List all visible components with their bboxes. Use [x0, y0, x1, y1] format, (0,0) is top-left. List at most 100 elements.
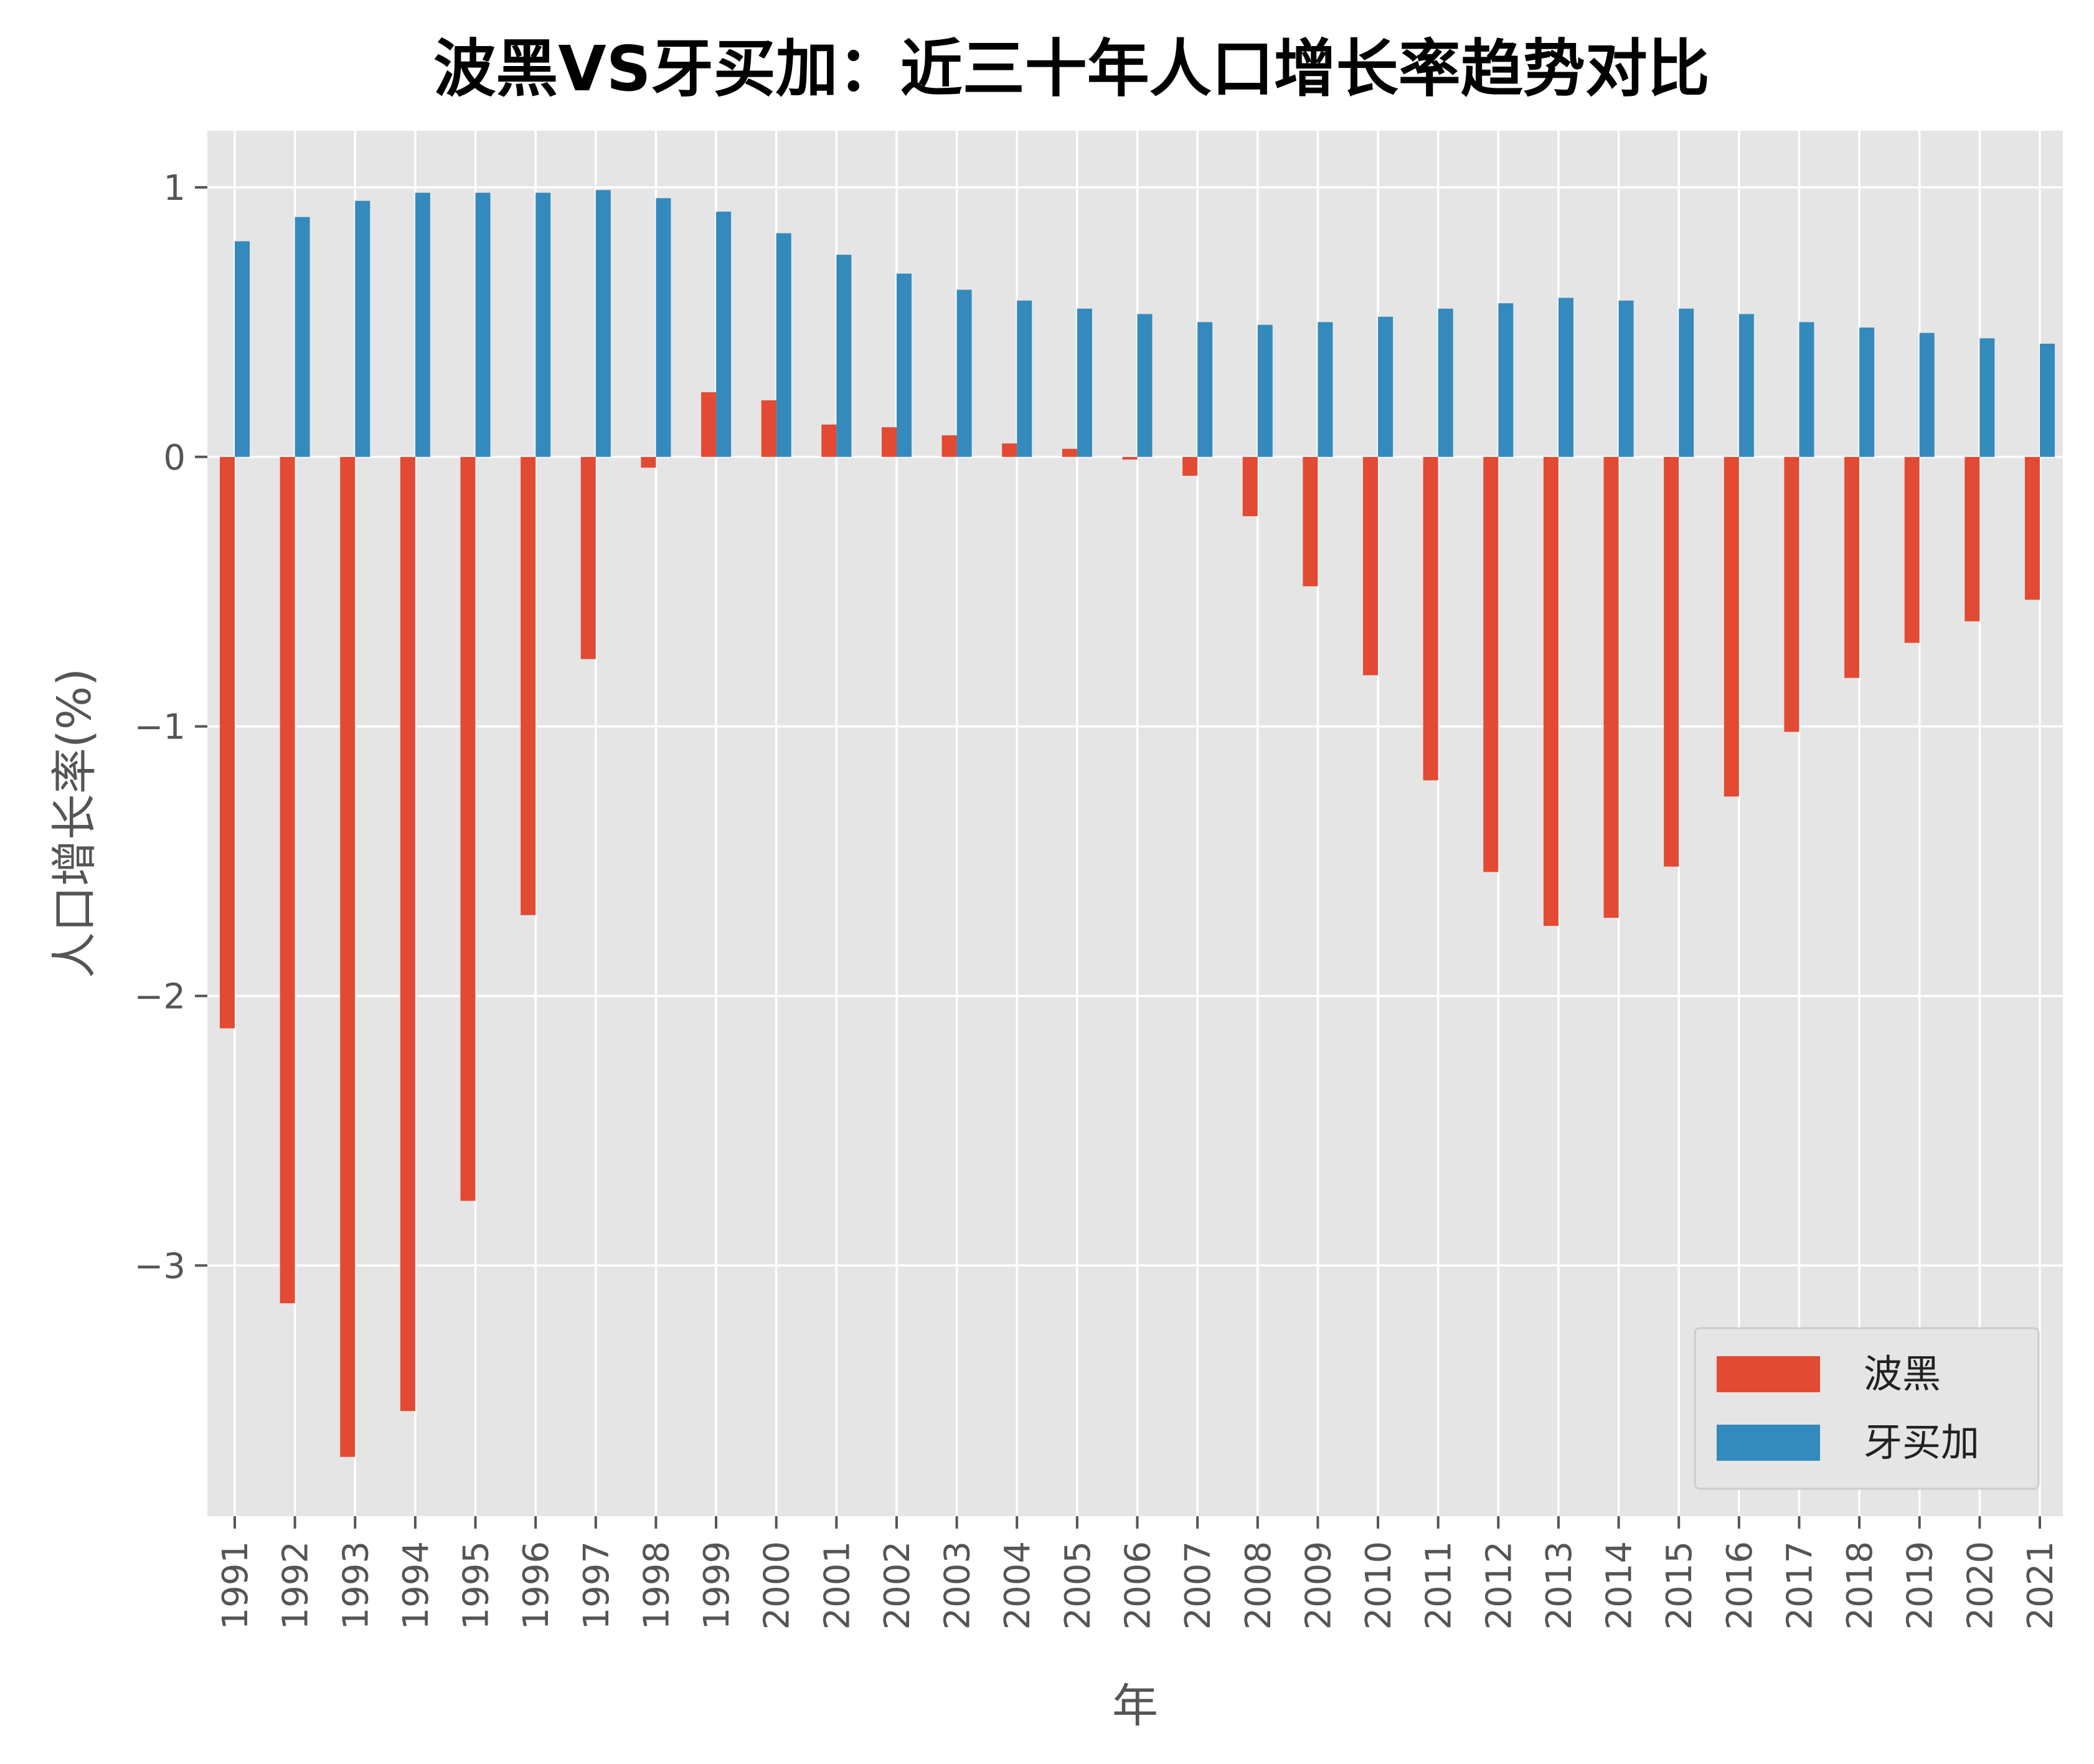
- bar-jamaica-2003: [956, 290, 972, 457]
- bar-jamaica-2012: [1498, 303, 1514, 457]
- bar-jamaica-1994: [415, 192, 430, 457]
- x-tick-label: 1999: [697, 1541, 737, 1630]
- bar-bosnia-2017: [1784, 456, 1799, 732]
- bar-jamaica-1997: [595, 190, 611, 457]
- x-axis-label: 年: [1112, 1679, 1158, 1733]
- bar-jamaica-1995: [475, 192, 491, 457]
- y-axis-label: 人口增长率(%): [48, 668, 101, 978]
- bar-jamaica-2018: [1859, 328, 1875, 457]
- x-tick-label: 2016: [1720, 1541, 1760, 1630]
- x-tick-label: 2015: [1659, 1541, 1700, 1630]
- chart-title: 波黑VS牙买加：近三十年人口增长率趋势对比: [433, 32, 1709, 105]
- x-tick-label: 2003: [938, 1541, 978, 1630]
- bar-jamaica-1991: [235, 241, 250, 457]
- bar-bosnia-1996: [521, 456, 536, 915]
- bar-jamaica-1998: [656, 198, 671, 457]
- bars: [220, 190, 2055, 1457]
- x-axis-ticks: 1991 1992 1993 1994 1995 1996 1997 1998 1999 2000…: [215, 1516, 2061, 1630]
- y-axis-ticks: 1 0 −1 −2 −3: [134, 168, 207, 1286]
- x-tick-label: 1998: [636, 1541, 677, 1630]
- x-tick-label: 2019: [1900, 1541, 1941, 1630]
- bar-jamaica-2015: [1679, 308, 1694, 457]
- x-tick-label: 2011: [1419, 1541, 1460, 1630]
- bar-bosnia-2019: [1904, 456, 1920, 643]
- bar-bosnia-2010: [1363, 456, 1379, 676]
- bar-bosnia-2018: [1844, 456, 1860, 678]
- x-tick-label: 2009: [1298, 1541, 1339, 1630]
- legend-label-bosnia: 波黑: [1864, 1351, 1941, 1397]
- x-tick-label: 1992: [276, 1541, 316, 1630]
- bar-bosnia-1992: [280, 456, 295, 1304]
- bar-bosnia-1997: [580, 456, 596, 659]
- bar-jamaica-2016: [1738, 314, 1754, 457]
- bar-jamaica-2006: [1137, 314, 1153, 457]
- bar-jamaica-2005: [1077, 308, 1092, 457]
- bar-jamaica-2002: [896, 273, 912, 457]
- legend-label-jamaica: 牙买加: [1864, 1420, 1979, 1465]
- bar-bosnia-2002: [881, 427, 897, 457]
- x-tick-label: 1997: [577, 1541, 617, 1630]
- bar-bosnia-2009: [1303, 456, 1318, 587]
- x-tick-label: 1996: [516, 1541, 557, 1630]
- bar-jamaica-2000: [776, 233, 791, 457]
- x-tick-label: 2012: [1479, 1541, 1519, 1630]
- bar-bosnia-2004: [1002, 443, 1017, 457]
- bar-bosnia-2008: [1242, 456, 1258, 517]
- bar-bosnia-2005: [1062, 448, 1077, 457]
- bar-bosnia-2013: [1543, 456, 1559, 926]
- x-tick-label: 2005: [1058, 1541, 1098, 1630]
- bar-jamaica-2004: [1017, 300, 1032, 457]
- x-tick-label: 2021: [2021, 1541, 2061, 1630]
- x-tick-label: 1995: [456, 1541, 497, 1630]
- y-tick-label: −2: [134, 977, 186, 1017]
- bar-jamaica-2001: [836, 255, 852, 457]
- bar-jamaica-2008: [1257, 324, 1273, 457]
- legend: 波黑 牙买加: [1694, 1327, 2040, 1490]
- x-tick-label: 1994: [396, 1541, 436, 1630]
- legend-swatch-jamaica: [1717, 1425, 1820, 1461]
- x-tick-label: 2000: [757, 1541, 798, 1630]
- bar-jamaica-1993: [355, 200, 370, 457]
- x-tick-label: 2018: [1840, 1541, 1880, 1630]
- bar-bosnia-2021: [2025, 456, 2040, 600]
- x-tick-label: 2013: [1539, 1541, 1580, 1630]
- bar-bosnia-1994: [400, 456, 415, 1412]
- bar-bosnia-2020: [1964, 456, 1980, 621]
- bar-bosnia-2015: [1664, 456, 1679, 867]
- bar-jamaica-2020: [1979, 338, 1995, 457]
- bar-jamaica-2019: [1919, 333, 1935, 457]
- bar-bosnia-1998: [641, 456, 656, 468]
- x-tick-label: 1991: [215, 1541, 256, 1630]
- bar-jamaica-2009: [1318, 322, 1333, 457]
- bar-bosnia-2012: [1483, 456, 1499, 872]
- bar-bosnia-2011: [1423, 456, 1438, 781]
- legend-swatch-bosnia: [1717, 1356, 1820, 1392]
- x-tick-label: 2004: [997, 1541, 1038, 1630]
- x-tick-label: 2010: [1359, 1541, 1399, 1630]
- bar-bosnia-1993: [340, 456, 356, 1457]
- x-tick-label: 2006: [1118, 1541, 1159, 1630]
- bar-jamaica-2007: [1197, 322, 1213, 457]
- x-tick-label: 2017: [1780, 1541, 1820, 1630]
- bar-jamaica-2013: [1558, 298, 1573, 457]
- bar-jamaica-2017: [1799, 322, 1814, 457]
- x-tick-label: 2007: [1178, 1541, 1219, 1630]
- y-tick-label: 1: [163, 168, 186, 209]
- x-tick-label: 2014: [1600, 1541, 1640, 1630]
- x-tick-label: 2020: [1960, 1541, 2001, 1630]
- bar-jamaica-1996: [535, 192, 551, 457]
- x-tick-label: 2001: [817, 1541, 857, 1630]
- bar-bosnia-2014: [1603, 456, 1619, 918]
- bar-bosnia-2000: [761, 400, 776, 457]
- bar-bosnia-2001: [821, 424, 837, 457]
- bar-bosnia-2007: [1182, 456, 1198, 476]
- bar-jamaica-2021: [2040, 343, 2055, 457]
- x-tick-label: 2008: [1238, 1541, 1279, 1630]
- y-tick-label: −1: [134, 707, 186, 748]
- x-tick-label: 2002: [877, 1541, 918, 1630]
- bar-bosnia-1995: [460, 456, 476, 1201]
- bar-bosnia-1999: [701, 392, 717, 457]
- x-tick-label: 1993: [336, 1541, 376, 1630]
- bar-bosnia-2016: [1724, 456, 1739, 797]
